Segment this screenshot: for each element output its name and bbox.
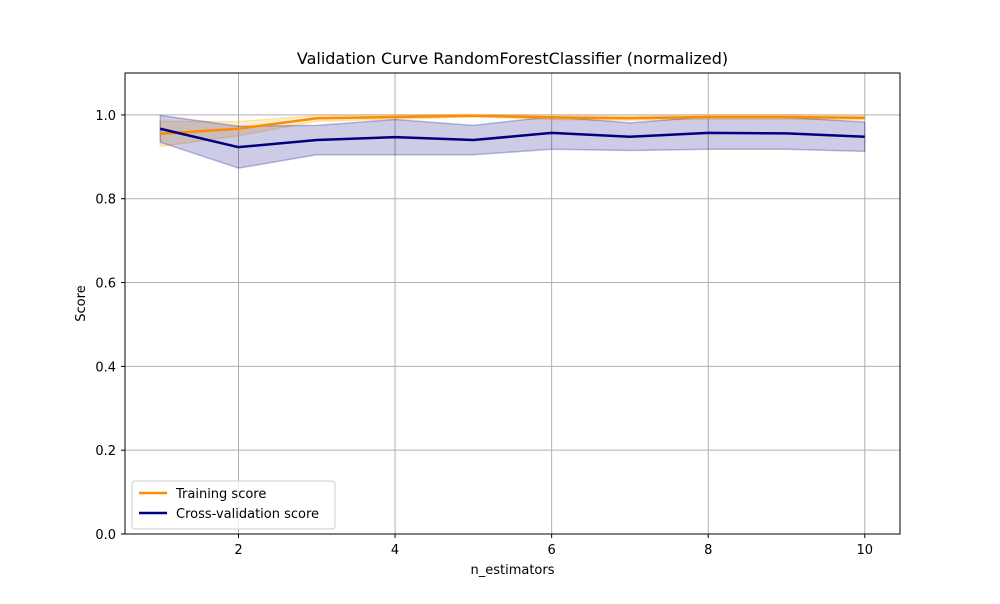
chart-title: Validation Curve RandomForestClassifier … bbox=[297, 49, 728, 68]
legend-cv-label: Cross-validation score bbox=[176, 507, 319, 522]
x-tick-label: 8 bbox=[704, 543, 712, 558]
x-axis-label: n_estimators bbox=[470, 563, 554, 578]
x-tick-label: 6 bbox=[548, 543, 556, 558]
plot-frame bbox=[124, 72, 901, 535]
cv-score-line bbox=[159, 127, 865, 149]
tick-labels: 2 4 6 8 10 0.0 0.2 0.4 0.6 0.8 1.0 bbox=[95, 109, 873, 558]
y-tick-label: 0.2 bbox=[95, 444, 116, 459]
y-tick-label: 1.0 bbox=[95, 109, 116, 124]
x-tick-label: 2 bbox=[234, 543, 242, 558]
legend-box bbox=[131, 480, 336, 530]
x-tick-label: 10 bbox=[856, 543, 873, 558]
grid-lines bbox=[125, 73, 900, 535]
training-score-line bbox=[160, 114, 865, 136]
y-tick-label: 0.0 bbox=[95, 528, 116, 543]
cv-score-band bbox=[159, 114, 866, 169]
y-tick-label: 0.8 bbox=[95, 193, 116, 208]
score-lines bbox=[159, 114, 865, 149]
x-tick-label: 4 bbox=[391, 543, 399, 558]
y-axis-label: Score bbox=[74, 285, 89, 321]
axes bbox=[121, 72, 901, 538]
legend-training-label: Training score bbox=[175, 487, 266, 502]
y-tick-label: 0.6 bbox=[95, 277, 116, 292]
legend: Training score Cross-validation score bbox=[131, 480, 336, 530]
y-tick-label: 0.4 bbox=[95, 360, 116, 375]
